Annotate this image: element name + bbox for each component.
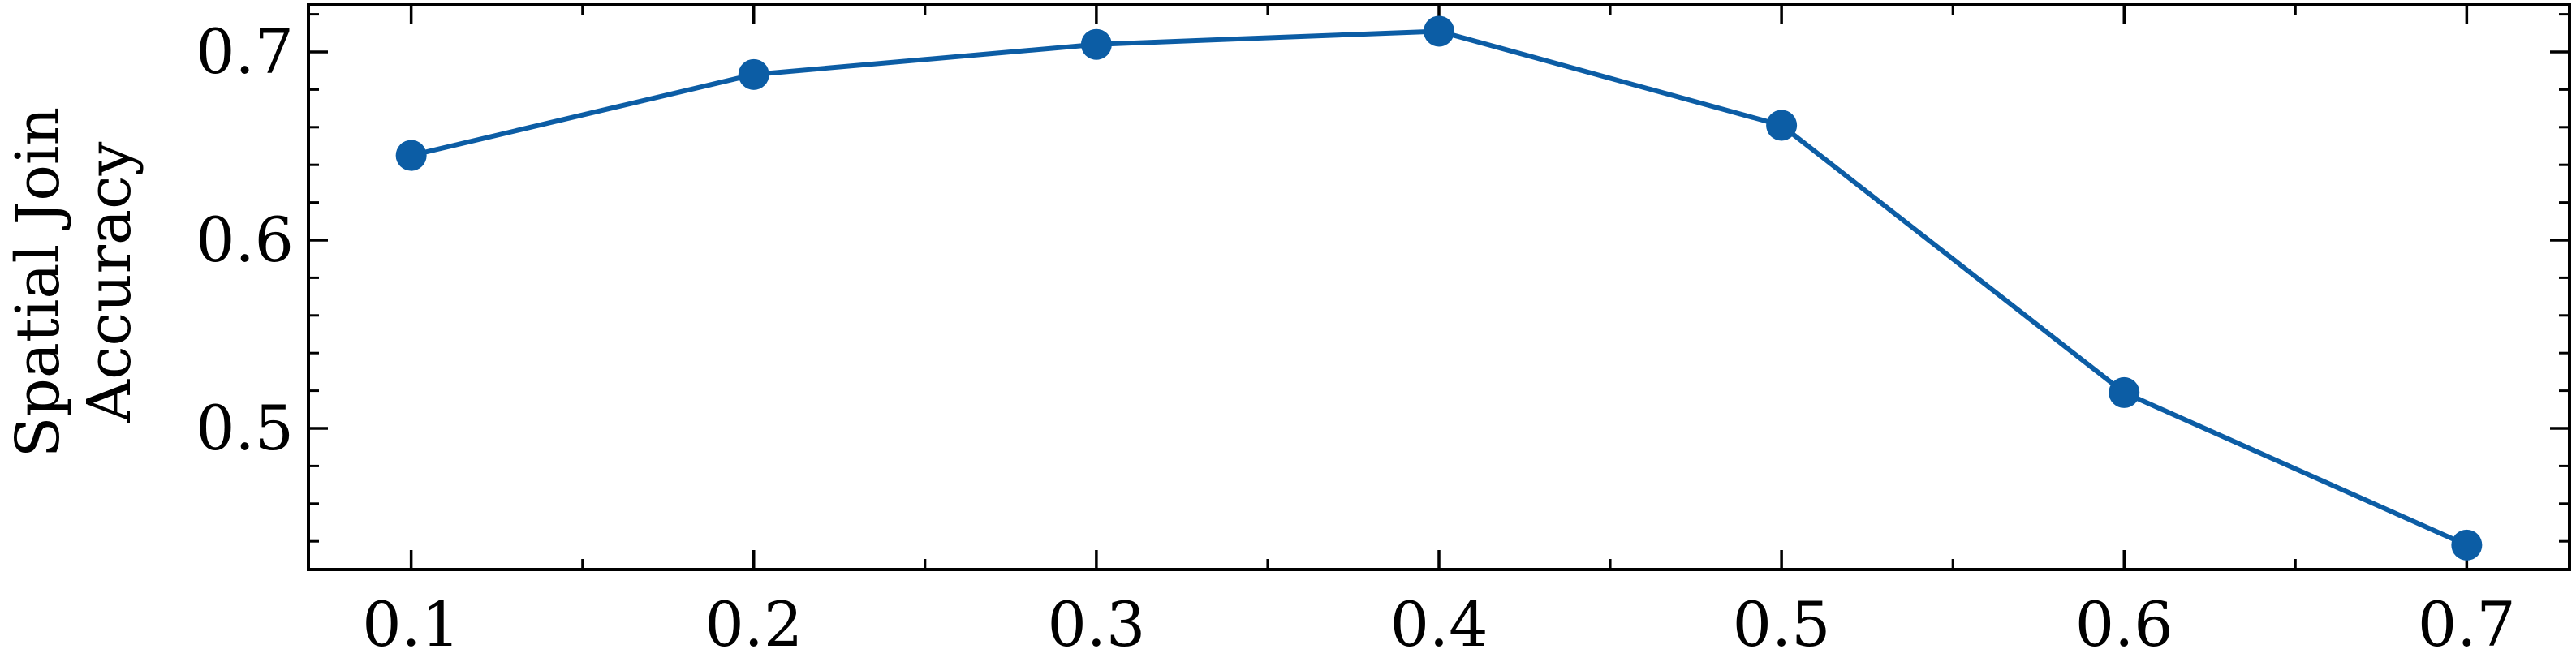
ticks-layer	[308, 5, 2570, 570]
data-point	[1080, 28, 1112, 60]
series-layer	[395, 15, 2483, 561]
x-tick-label: 0.7	[2418, 588, 2516, 660]
x-tick-label: 0.3	[1047, 588, 1145, 660]
y-tick-label: 0.6	[196, 204, 294, 276]
x-tick-label: 0.2	[704, 588, 803, 660]
data-point	[1424, 15, 1454, 47]
x-tick-label: 0.4	[1390, 588, 1488, 660]
x-tick-label: 0.5	[1733, 588, 1831, 660]
data-point	[738, 58, 769, 90]
data-point	[2109, 376, 2140, 408]
y-axis-label-line-2: Accuracy	[75, 141, 144, 423]
plot-frame	[307, 3, 2571, 571]
y-axis-label: Spatial Join Accuracy	[3, 107, 144, 458]
x-tick-label: 0.6	[2075, 588, 2173, 660]
y-tick-label: 0.7	[196, 15, 294, 88]
y-tick-label: 0.5	[196, 392, 294, 464]
series-line	[410, 28, 2468, 548]
x-tick-label: 0.1	[362, 588, 460, 660]
data-point	[395, 140, 427, 171]
data-point	[1766, 110, 1798, 141]
y-axis-label-line-1: Spatial Join	[3, 107, 73, 458]
x-tick-labels: 0.1 0.2 0.3 0.4 0.5 0.6 0.7	[362, 588, 2516, 660]
y-tick-labels: 0.5 0.6 0.7	[196, 15, 294, 464]
data-point	[2451, 529, 2483, 561]
